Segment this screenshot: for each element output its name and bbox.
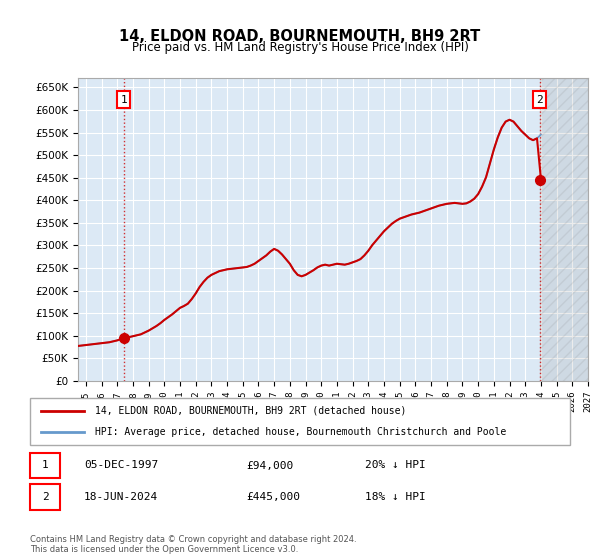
Text: 18% ↓ HPI: 18% ↓ HPI [365,492,425,502]
Text: HPI: Average price, detached house, Bournemouth Christchurch and Poole: HPI: Average price, detached house, Bour… [95,427,506,437]
Text: £445,000: £445,000 [246,492,300,502]
Text: 1: 1 [121,95,127,105]
Text: 14, ELDON ROAD, BOURNEMOUTH, BH9 2RT (detached house): 14, ELDON ROAD, BOURNEMOUTH, BH9 2RT (de… [95,406,406,416]
Text: Contains HM Land Registry data © Crown copyright and database right 2024.
This d: Contains HM Land Registry data © Crown c… [30,535,356,554]
FancyBboxPatch shape [30,453,60,478]
Text: Price paid vs. HM Land Registry's House Price Index (HPI): Price paid vs. HM Land Registry's House … [131,41,469,54]
FancyBboxPatch shape [30,484,60,510]
Text: 18-JUN-2024: 18-JUN-2024 [84,492,158,502]
Text: £94,000: £94,000 [246,460,293,470]
FancyBboxPatch shape [30,398,570,445]
Text: 14, ELDON ROAD, BOURNEMOUTH, BH9 2RT: 14, ELDON ROAD, BOURNEMOUTH, BH9 2RT [119,29,481,44]
Text: 2: 2 [42,492,49,502]
Text: 1: 1 [42,460,49,470]
Bar [539,78,588,381]
Text: 20% ↓ HPI: 20% ↓ HPI [365,460,425,470]
Text: 2: 2 [536,95,543,105]
Text: 05-DEC-1997: 05-DEC-1997 [84,460,158,470]
